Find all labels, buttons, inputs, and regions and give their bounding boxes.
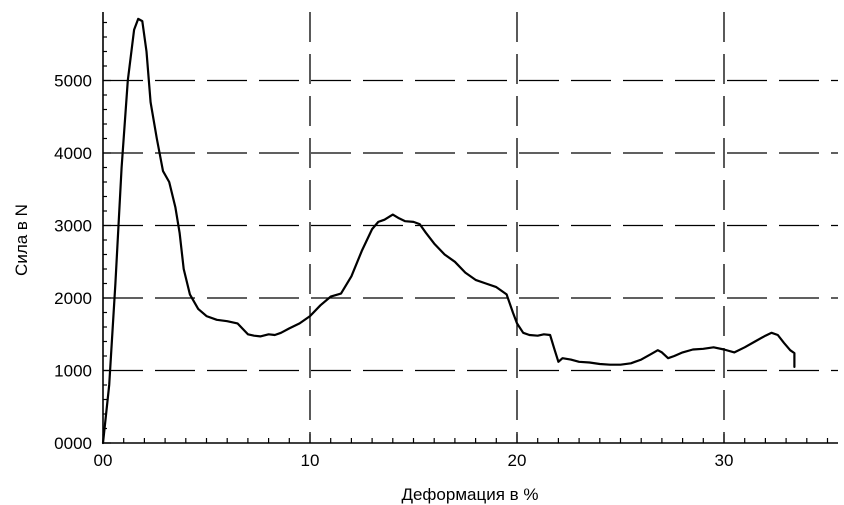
x-axis-title: Деформация в % — [401, 485, 538, 504]
axes — [102, 12, 838, 444]
x-tick-label: 00 — [94, 451, 113, 470]
y-tick-label: 1000 — [54, 362, 92, 381]
x-tick-label: 20 — [508, 451, 527, 470]
y-axis-title: Сила в N — [12, 204, 31, 276]
y-tick-label: 3000 — [54, 217, 92, 236]
series-line — [101, 17, 796, 445]
grid — [103, 12, 838, 443]
y-tick-label: 2000 — [54, 289, 92, 308]
y-tick-label: 0000 — [54, 434, 92, 453]
tick-labels: 00 10 20 30 0000 1000 2000 3000 4000 5000 — [54, 72, 733, 471]
y-tick-label: 4000 — [54, 144, 92, 163]
minor-ticks — [102, 21, 829, 444]
x-tick-label: 30 — [715, 451, 734, 470]
y-tick-label: 5000 — [54, 72, 92, 91]
x-tick-label: 10 — [301, 451, 320, 470]
